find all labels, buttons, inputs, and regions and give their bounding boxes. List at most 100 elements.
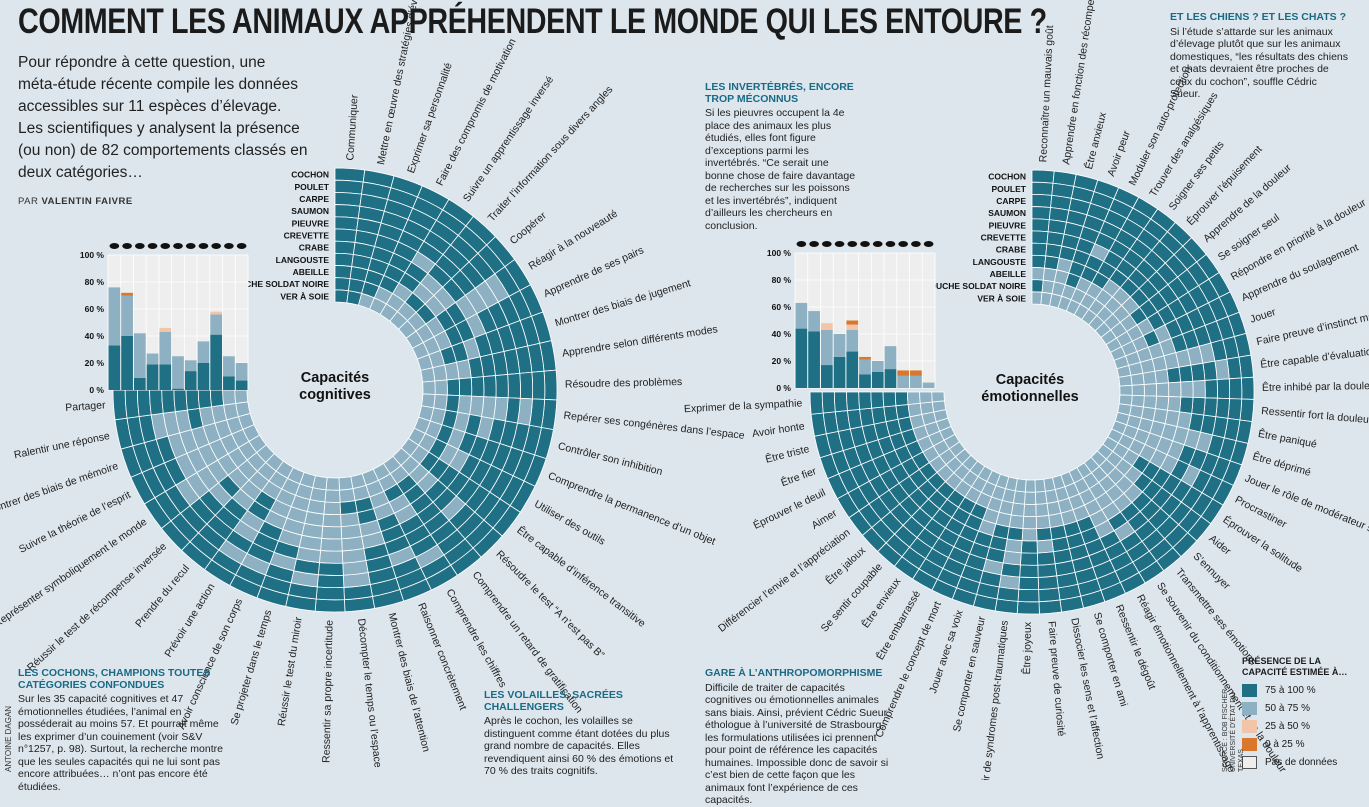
- capacity-label: Reconnaître un mauvais goût: [1037, 25, 1056, 163]
- box-cochons-text: Sur les 35 capacité cognitives et 47 émo…: [18, 693, 223, 793]
- capacity-label: Éprouver la solitude: [1221, 513, 1306, 575]
- species-icon: [860, 241, 870, 247]
- heatmap-cell: [1006, 526, 1024, 542]
- heatmap-cell: [1204, 379, 1218, 399]
- bar-segment: [910, 375, 922, 388]
- species-icon: [160, 243, 171, 249]
- heatmap-cell: [1031, 254, 1047, 269]
- capacity-label: Résoudre le test “A n’est pas B”: [494, 548, 607, 661]
- heatmap-cell: [316, 574, 345, 589]
- species-label: VER À SOIE: [977, 293, 1026, 303]
- heatmap-cell: [1034, 490, 1048, 505]
- bar-segment: [846, 351, 859, 388]
- bar-segment: [833, 334, 846, 357]
- heatmap-cell: [1035, 502, 1050, 517]
- capacity-label: Montrer des biais de l’attention: [386, 612, 433, 754]
- bar-segment: [133, 377, 146, 390]
- bar-segment: [184, 360, 197, 372]
- species-label: COCHON: [291, 170, 329, 180]
- stacked-bar-chart-0: 0 % 20 % 40 % 60 % 80 % 100 %: [80, 243, 249, 395]
- heatmap-cell: [324, 489, 341, 503]
- heatmap-cell: [434, 379, 448, 396]
- heatmap-cell: [809, 391, 824, 415]
- species-label: SAUMON: [988, 208, 1026, 218]
- heatmap-cell: [1031, 218, 1050, 233]
- legend-swatch: [1242, 720, 1257, 733]
- stacked-bar-chart-1: 0 % 20 % 40 % 60 % 80 % 100 %: [767, 241, 936, 393]
- heatmap-cell: [314, 598, 346, 613]
- species-icon: [821, 241, 832, 247]
- species-icon: [809, 241, 819, 247]
- heatmap-cell: [1031, 193, 1053, 208]
- species-icon: [147, 243, 158, 249]
- heatmap-cell: [234, 389, 249, 404]
- bar-segment: [146, 353, 159, 365]
- legend-label: 25 à 50 %: [1265, 721, 1311, 732]
- bar-segment: [159, 327, 172, 332]
- chart-title: émotionnelles: [981, 389, 1079, 405]
- heatmap-cell: [1167, 381, 1182, 398]
- species-icon: [198, 243, 209, 249]
- heatmap-cell: [338, 476, 354, 491]
- heatmap-cell: [1118, 374, 1133, 387]
- species-icon: [173, 243, 183, 249]
- heatmap-cell: [433, 394, 448, 411]
- heatmap-cell: [931, 400, 947, 413]
- y-tick-label: 100 %: [80, 250, 105, 260]
- heatmap-cell: [1031, 279, 1044, 293]
- bar-segment: [108, 287, 121, 346]
- legend-swatch: [1242, 684, 1257, 697]
- species-label: MOUCHE SOLDAT NOIRE: [225, 279, 329, 289]
- bar-segment: [235, 380, 248, 390]
- legend-title: PRÉSENCE DE LA CAPACITÉ ESTIMÉE À…: [1242, 656, 1348, 677]
- bar-segment: [897, 370, 910, 376]
- heatmap-cell: [1142, 370, 1157, 385]
- radial-charts: Communiquer Mettre en œuvre des stratégie…: [0, 0, 1369, 780]
- species-icon: [898, 241, 909, 247]
- heatmap-cell: [1035, 514, 1051, 530]
- capacity-label: Ressentir sa propre incertitude: [320, 620, 335, 763]
- bar-segment: [833, 356, 846, 388]
- bar-segment: [172, 388, 184, 390]
- heatmap-cell: [907, 391, 921, 405]
- heatmap-cell: [1031, 169, 1055, 184]
- legend-item-3: 0 à 25 %: [1242, 738, 1366, 751]
- y-tick-label: 40 %: [772, 329, 792, 339]
- box-volailles-title: LES VOLAILLES, SACRÉES CHALLENGERS: [484, 689, 623, 713]
- bar-segment: [146, 364, 159, 390]
- heatmap-cell: [334, 277, 351, 292]
- heatmap-cell: [1019, 564, 1039, 578]
- capacity-label: Faire des compromis de motivation: [434, 37, 519, 188]
- bar-segment: [159, 331, 172, 365]
- heatmap-cell: [919, 401, 935, 415]
- heatmap-cell: [870, 391, 885, 409]
- capacity-label: Suivre un apprentissage inversé: [461, 74, 556, 204]
- capacity-label: Communiquer: [344, 94, 360, 161]
- species-icon: [872, 241, 883, 247]
- capacity-label: Avoir peur: [1105, 129, 1133, 178]
- species-label: CARPE: [996, 196, 1026, 206]
- species-label: MOUCHE SOLDAT NOIRE: [922, 281, 1026, 291]
- species-label: CREVETTE: [981, 233, 1027, 243]
- species-label: ABEILLE: [990, 269, 1027, 279]
- heatmap-cell: [136, 389, 152, 417]
- heatmap-cell: [334, 252, 354, 268]
- bar-segment: [795, 328, 808, 388]
- heatmap-cell: [1178, 364, 1194, 383]
- legend-label: Pas de données: [1265, 757, 1338, 768]
- capacity-label: Être inhibé par la douleur: [1262, 379, 1369, 394]
- heatmap-cell: [445, 394, 460, 413]
- capacity-label: Être capable d’inférence transitive: [514, 524, 648, 630]
- heatmap-cell: [482, 375, 497, 398]
- bar-segment: [223, 356, 235, 377]
- capacity-label: Coopérer: [508, 209, 550, 247]
- capacity-label: Se projeter dans le temps: [228, 608, 274, 726]
- heatmap-cell: [1031, 206, 1051, 221]
- y-tick-label: 0 %: [89, 385, 104, 395]
- legend-item-0: 75 à 100 %: [1242, 684, 1366, 697]
- heatmap-cell: [1037, 563, 1058, 578]
- legend-item-4: Pas de données: [1242, 756, 1366, 769]
- species-label: POULET: [992, 184, 1027, 194]
- heatmap-cell: [334, 289, 349, 304]
- capacity-label: Partager: [65, 399, 106, 414]
